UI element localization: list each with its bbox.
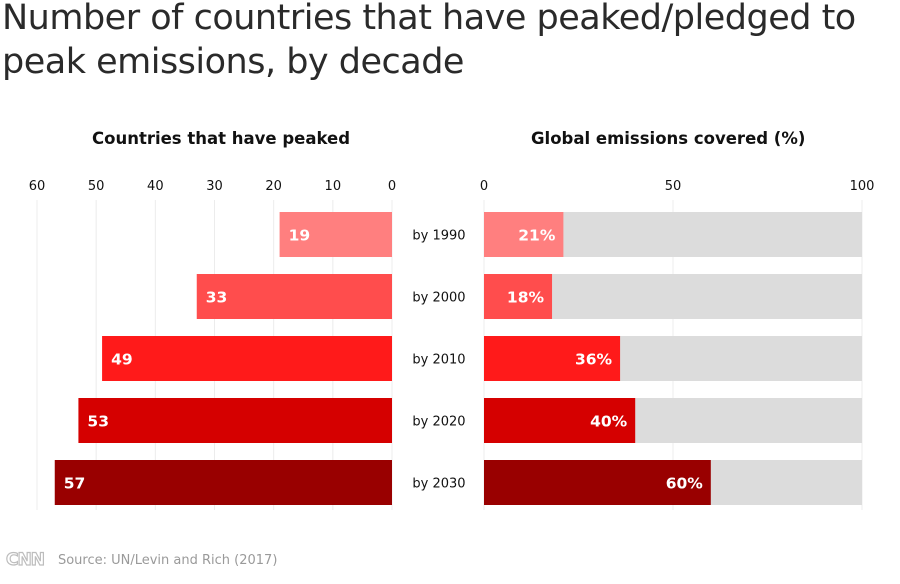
left-tick-label: 0 [388, 179, 396, 194]
left-panel-title: Countries that have peaked [92, 129, 351, 148]
left-bar [78, 398, 393, 443]
right-bar [484, 274, 553, 319]
cnn-logo: CNN [5, 549, 45, 570]
right-bar-label: 40% [590, 413, 628, 431]
left-bar [102, 336, 392, 381]
category-label: by 2010 [412, 353, 465, 368]
left-bar [196, 274, 392, 319]
left-bar-label: 33 [206, 289, 228, 307]
category-label: by 2000 [412, 291, 465, 306]
left-bar-label: 49 [111, 351, 133, 369]
left-tick-label: 20 [265, 179, 282, 194]
category-label: by 2020 [412, 415, 465, 430]
left-bar-label: 57 [64, 475, 86, 493]
right-bar [484, 336, 621, 381]
category-label: by 1990 [412, 229, 465, 244]
right-bar-label: 60% [666, 475, 704, 493]
right-panel-title: Global emissions covered (%) [531, 129, 806, 148]
left-tick-label: 50 [88, 179, 105, 194]
left-tick-label: 30 [206, 179, 223, 194]
left-bar [279, 212, 392, 257]
right-bar-label: 18% [507, 289, 545, 307]
right-bar [484, 212, 564, 257]
right-tick-label: 50 [665, 179, 682, 194]
right-bar [484, 460, 711, 505]
category-label: by 2030 [412, 477, 465, 492]
left-tick-label: 40 [147, 179, 164, 194]
left-bar-label: 53 [87, 413, 109, 431]
source-note: Source: UN/Levin and Rich (2017) [57, 552, 278, 568]
right-tick-label: 100 [850, 179, 875, 194]
right-bar [484, 398, 636, 443]
left-bar-label: 19 [289, 227, 311, 245]
right-bar-label: 36% [575, 351, 613, 369]
chart-title: Number of countries that have peaked/ple… [2, 0, 856, 82]
footer: CNN Source: UN/Levin and Rich (2017) [5, 548, 278, 572]
right-bar-label: 21% [518, 227, 556, 245]
left-tick-label: 10 [325, 179, 342, 194]
left-tick-label: 60 [29, 179, 46, 194]
right-tick-label: 0 [480, 179, 488, 194]
left-bar [54, 460, 392, 505]
